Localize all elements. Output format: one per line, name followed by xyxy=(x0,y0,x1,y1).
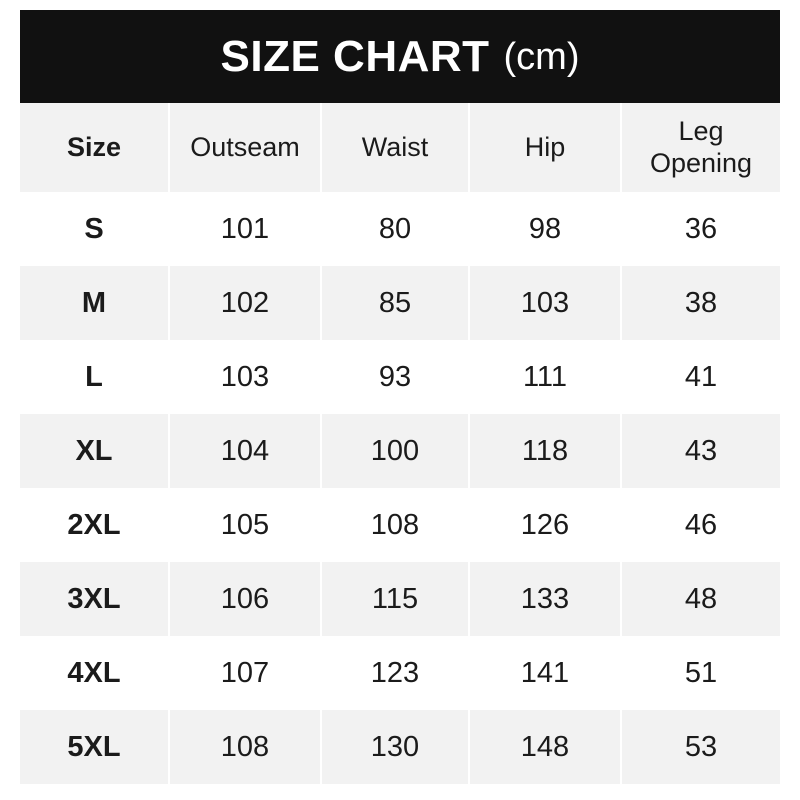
cell-size: XL xyxy=(20,414,170,488)
cell-outseam: 102 xyxy=(170,266,322,340)
cell-leg-opening: 46 xyxy=(622,488,780,562)
cell-size: 2XL xyxy=(20,488,170,562)
cell-waist: 100 xyxy=(322,414,470,488)
cell-hip: 103 xyxy=(470,266,622,340)
cell-hip: 133 xyxy=(470,562,622,636)
table-row: 4XL 107 123 141 51 xyxy=(20,636,780,710)
cell-hip: 126 xyxy=(470,488,622,562)
cell-size: 3XL xyxy=(20,562,170,636)
cell-outseam: 108 xyxy=(170,710,322,784)
column-header-hip: Hip xyxy=(470,103,622,192)
cell-waist: 80 xyxy=(322,192,470,266)
unit-label: (cm) xyxy=(503,35,580,78)
column-header-waist: Waist xyxy=(322,103,470,192)
column-header-outseam-label: Outseam xyxy=(190,131,300,162)
page-title: SIZE CHART xyxy=(220,31,490,81)
column-header-leg-opening: Leg Opening xyxy=(622,103,780,192)
cell-leg-opening: 53 xyxy=(622,710,780,784)
size-chart: SIZE CHART (cm) Size Outseam Waist xyxy=(20,10,780,784)
cell-size: L xyxy=(20,340,170,414)
table-row: XL 104 100 118 43 xyxy=(20,414,780,488)
table-row: 3XL 106 115 133 48 xyxy=(20,562,780,636)
cell-leg-opening: 51 xyxy=(622,636,780,710)
cell-waist: 93 xyxy=(322,340,470,414)
cell-hip: 141 xyxy=(470,636,622,710)
table-row: 2XL 105 108 126 46 xyxy=(20,488,780,562)
table-row: L 103 93 111 41 xyxy=(20,340,780,414)
cell-hip: 148 xyxy=(470,710,622,784)
table-header-row: Size Outseam Waist Hip Leg Opening xyxy=(20,103,780,192)
cell-size: S xyxy=(20,192,170,266)
cell-outseam: 104 xyxy=(170,414,322,488)
table-body: S 101 80 98 36 M 102 85 103 38 L 103 93 … xyxy=(20,192,780,784)
cell-outseam: 103 xyxy=(170,340,322,414)
column-header-waist-label: Waist xyxy=(361,131,429,162)
chart-header-banner: SIZE CHART (cm) xyxy=(20,10,780,103)
cell-waist: 115 xyxy=(322,562,470,636)
cell-size: 4XL xyxy=(20,636,170,710)
cell-waist: 108 xyxy=(322,488,470,562)
cell-leg-opening: 41 xyxy=(622,340,780,414)
column-header-leg-opening-label: Leg Opening xyxy=(649,115,753,178)
cell-hip: 111 xyxy=(470,340,622,414)
column-header-outseam: Outseam xyxy=(170,103,322,192)
cell-leg-opening: 43 xyxy=(622,414,780,488)
cell-hip: 118 xyxy=(470,414,622,488)
cell-hip: 98 xyxy=(470,192,622,266)
column-header-hip-label: Hip xyxy=(524,131,566,162)
column-header-size: Size xyxy=(20,103,170,192)
cell-waist: 85 xyxy=(322,266,470,340)
table-row: 5XL 108 130 148 53 xyxy=(20,710,780,784)
cell-leg-opening: 36 xyxy=(622,192,780,266)
cell-waist: 123 xyxy=(322,636,470,710)
cell-outseam: 107 xyxy=(170,636,322,710)
cell-waist: 130 xyxy=(322,710,470,784)
cell-outseam: 101 xyxy=(170,192,322,266)
column-header-size-label: Size xyxy=(66,131,122,162)
table-row: M 102 85 103 38 xyxy=(20,266,780,340)
cell-outseam: 106 xyxy=(170,562,322,636)
cell-outseam: 105 xyxy=(170,488,322,562)
table-row: S 101 80 98 36 xyxy=(20,192,780,266)
cell-leg-opening: 38 xyxy=(622,266,780,340)
cell-size: M xyxy=(20,266,170,340)
cell-leg-opening: 48 xyxy=(622,562,780,636)
size-chart-table: Size Outseam Waist Hip Leg Opening S 10 xyxy=(20,103,780,784)
cell-size: 5XL xyxy=(20,710,170,784)
